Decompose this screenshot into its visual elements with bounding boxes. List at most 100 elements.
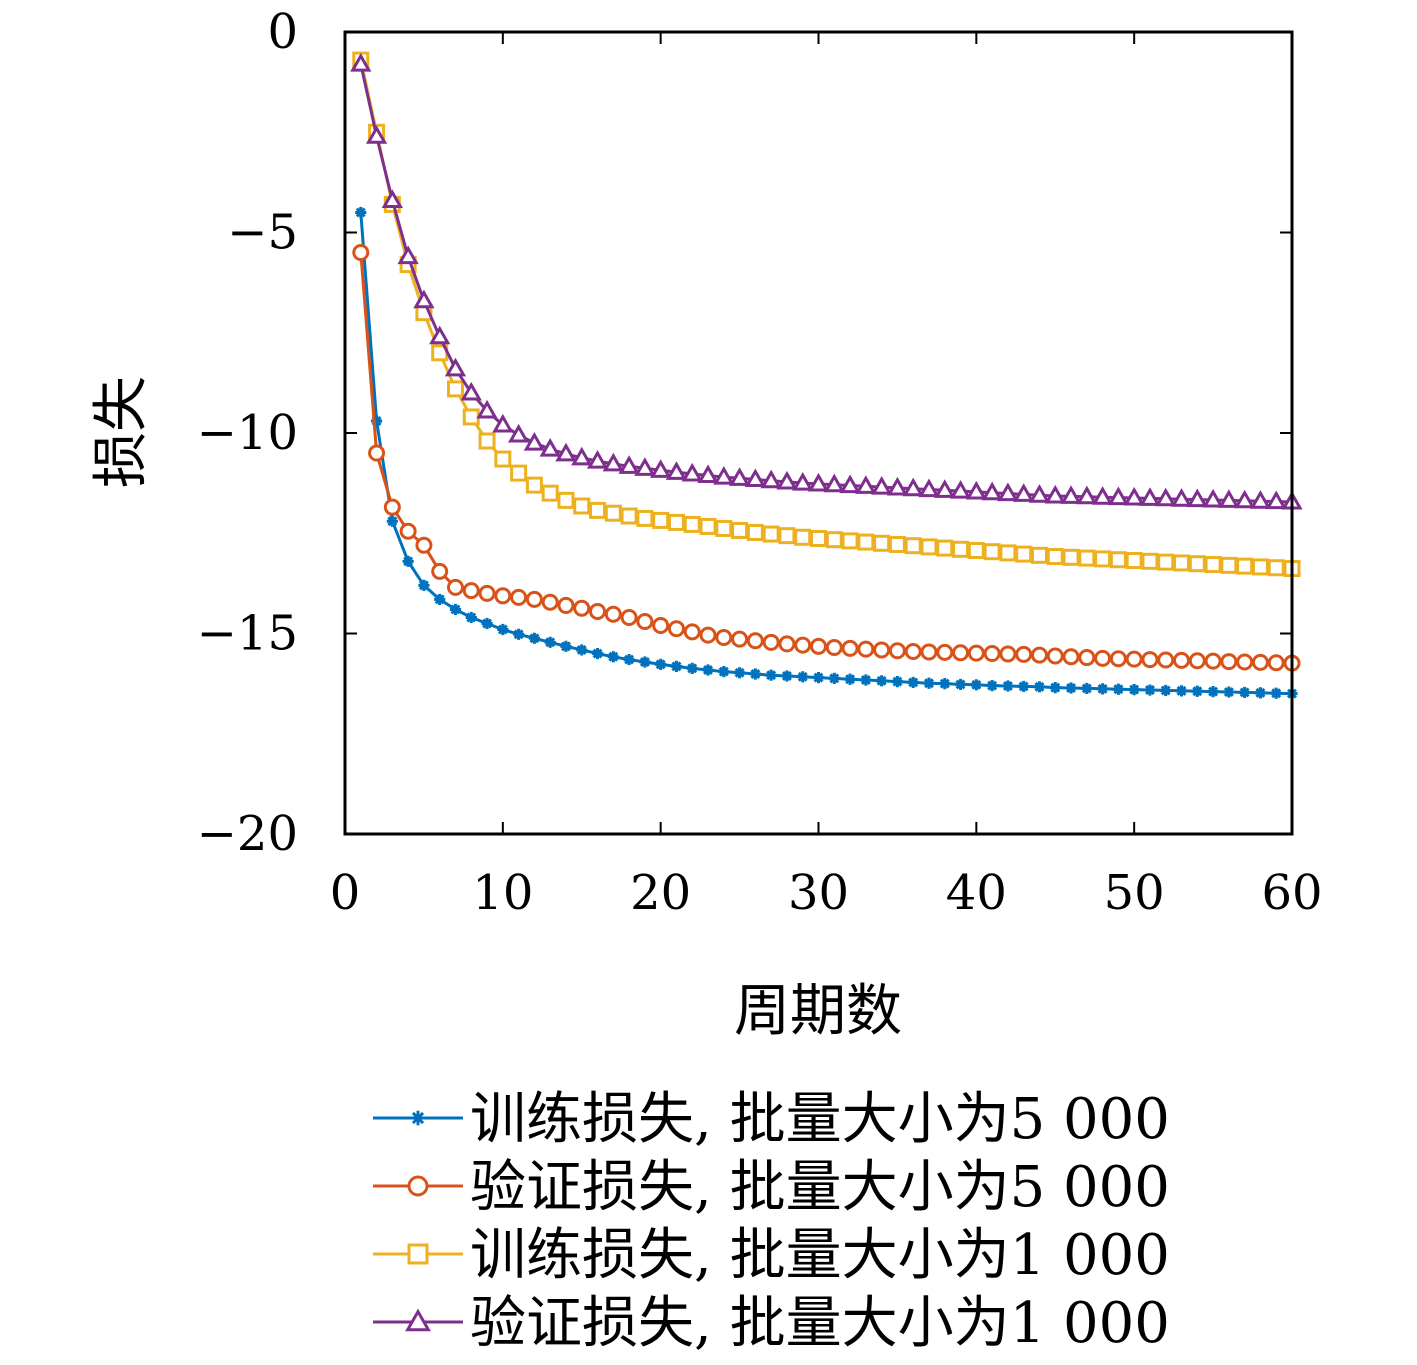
data-point bbox=[1254, 687, 1267, 699]
series-4 bbox=[350, 53, 1303, 510]
data-point bbox=[1251, 558, 1269, 576]
data-point bbox=[718, 665, 730, 678]
data-point bbox=[844, 673, 856, 685]
data-point bbox=[652, 511, 670, 529]
x-tick-label: 40 bbox=[946, 865, 1007, 921]
data-point bbox=[355, 206, 367, 219]
data-point bbox=[1094, 550, 1112, 568]
y-tick-label: −10 bbox=[197, 405, 298, 461]
data-point bbox=[634, 457, 656, 476]
data-point bbox=[413, 289, 435, 309]
data-point bbox=[918, 478, 940, 498]
data-point bbox=[1028, 484, 1051, 503]
data-point bbox=[860, 674, 872, 686]
data-point bbox=[589, 602, 607, 620]
data-point bbox=[904, 537, 922, 555]
data-point bbox=[713, 466, 735, 485]
data-point bbox=[370, 415, 383, 427]
data-point bbox=[970, 679, 982, 691]
legend-marker bbox=[405, 1308, 431, 1332]
axis-ticks: 0 10 20 30 40 50 60 0 −5 −10 −15 −20 bbox=[197, 4, 1323, 921]
data-point bbox=[639, 656, 651, 668]
data-point bbox=[539, 437, 561, 457]
data-point bbox=[823, 473, 845, 493]
data-point bbox=[920, 643, 938, 661]
data-point bbox=[1046, 647, 1064, 665]
data-point bbox=[794, 636, 812, 654]
data-point bbox=[886, 476, 909, 496]
data-point bbox=[936, 643, 954, 661]
data-point bbox=[1220, 653, 1238, 671]
series-2 bbox=[352, 244, 1301, 672]
data-point bbox=[1097, 683, 1109, 695]
legend-label: 训练损失, 批量大小为5 000 bbox=[470, 1087, 1170, 1152]
data-point bbox=[652, 616, 670, 634]
data-point bbox=[1062, 548, 1080, 566]
data-point bbox=[781, 670, 793, 682]
data-point bbox=[1112, 683, 1124, 695]
data-point bbox=[576, 644, 588, 656]
data-point bbox=[350, 53, 372, 72]
data-point bbox=[841, 532, 859, 550]
data-point bbox=[999, 544, 1017, 562]
data-point bbox=[446, 578, 464, 596]
data-point bbox=[386, 515, 398, 527]
data-point bbox=[604, 605, 622, 623]
data-point bbox=[876, 675, 888, 687]
data-point bbox=[986, 680, 998, 692]
data-point bbox=[1188, 652, 1206, 670]
x-tick-label: 0 bbox=[330, 865, 361, 921]
data-point bbox=[1207, 686, 1219, 698]
legend-label: 训练损失, 批量大小为1 000 bbox=[470, 1223, 1170, 1288]
data-point bbox=[1109, 551, 1127, 569]
data-point bbox=[1044, 484, 1066, 504]
data-point bbox=[855, 475, 877, 494]
data-point bbox=[999, 645, 1017, 663]
data-point bbox=[825, 639, 843, 657]
data-point bbox=[478, 584, 496, 602]
data-point bbox=[1265, 490, 1287, 510]
data-point bbox=[762, 525, 780, 543]
data-point bbox=[1234, 489, 1256, 509]
data-point bbox=[1267, 654, 1285, 672]
data-point bbox=[573, 497, 591, 515]
y-tick-label: 0 bbox=[267, 4, 298, 60]
data-point bbox=[1125, 552, 1143, 570]
data-point bbox=[1202, 488, 1224, 508]
data-point bbox=[1015, 545, 1033, 563]
data-point bbox=[1160, 684, 1172, 697]
data-point bbox=[1220, 556, 1238, 574]
data-point bbox=[797, 671, 809, 683]
data-point bbox=[571, 446, 593, 466]
data-point bbox=[1155, 487, 1177, 507]
legend-marker bbox=[407, 1175, 429, 1197]
y-tick-label: −5 bbox=[227, 205, 298, 261]
data-point bbox=[620, 507, 638, 525]
series-1 bbox=[355, 206, 1298, 700]
data-point bbox=[591, 647, 604, 660]
data-point bbox=[1141, 651, 1159, 669]
data-point bbox=[1030, 546, 1048, 564]
data-point bbox=[1015, 645, 1033, 663]
data-point bbox=[981, 481, 1003, 501]
data-point bbox=[368, 444, 386, 462]
data-point bbox=[1046, 548, 1064, 566]
data-point bbox=[1270, 687, 1282, 699]
data-point bbox=[667, 513, 685, 531]
data-point bbox=[434, 593, 446, 606]
data-point bbox=[728, 467, 751, 486]
data-point bbox=[1109, 650, 1127, 668]
legend-item: 验证损失, 批量大小为5 000 bbox=[373, 1155, 1170, 1220]
data-point bbox=[1060, 485, 1082, 504]
data-point bbox=[665, 461, 688, 480]
data-point bbox=[967, 644, 985, 662]
data-point bbox=[1175, 685, 1188, 697]
data-point bbox=[449, 603, 462, 616]
data-point bbox=[418, 579, 430, 591]
data-point bbox=[1002, 680, 1014, 692]
data-point bbox=[920, 538, 938, 556]
data-point bbox=[952, 540, 970, 558]
data-point bbox=[1013, 483, 1035, 502]
data-point bbox=[857, 533, 875, 551]
data-point bbox=[1170, 488, 1193, 507]
